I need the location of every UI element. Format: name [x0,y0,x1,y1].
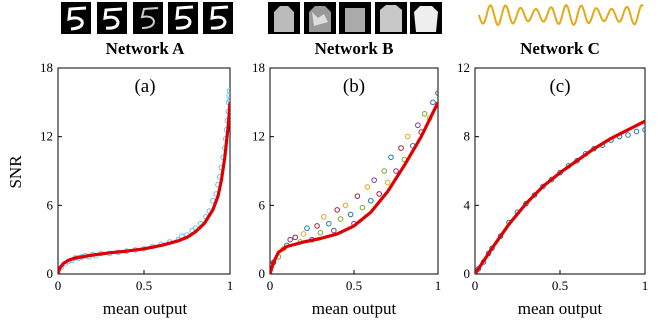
panel-b-point [398,145,404,151]
panel-b-point [342,202,349,209]
panel-b-xtick-label: 0 [267,278,274,293]
panel-b-point [359,204,366,211]
panel-b-ytick-label: 18 [252,60,265,75]
panel-c-point [633,128,640,135]
y-axis-label: SNR [6,155,25,189]
panel-b-point [388,154,394,161]
panel-c-xtick-label: 0 [472,278,479,293]
panel-a-xtick-label: 0.5 [136,278,152,293]
panel-b-point [317,230,324,236]
panel-b-fit-line [270,101,438,274]
panel-b-point [430,99,436,106]
panel-b-point [326,220,332,227]
panel-b-point [368,197,374,204]
panel-c-xtick-label: 1 [642,278,649,293]
panel-b-point [337,216,344,222]
panel-a-label: (a) [134,76,155,97]
digit-thumbnails [61,2,233,34]
panel-b-point [304,225,310,232]
panel-a-xlabel: mean output [103,299,188,318]
panel-b-point [331,227,337,234]
panel-c-point [642,127,645,133]
panel-b-xtick-label: 0.5 [346,278,362,293]
panel-a-point [226,92,230,99]
panel-b-point [381,168,388,174]
panel-b-point [393,168,399,174]
panel-b-point [384,179,391,186]
panel-b-point [404,133,411,140]
panel-c-fit-line [475,119,645,274]
panel-a-point [226,88,230,94]
panel-b-point [292,234,299,241]
panel-a-data [58,88,230,274]
panel-b-point [421,110,428,117]
panel-b-ytick-label: 6 [259,197,266,212]
panel-b-point [347,211,354,218]
panel-c-title: Network C [520,39,600,58]
panel-b-xtick-label: 1 [435,278,442,293]
panel-a-ytick-label: 0 [47,266,54,281]
panel-c-xlabel: mean output [518,299,603,318]
panel-b-point [354,193,361,199]
panel-b-point [376,191,383,197]
panel-b-point [415,122,421,129]
clothing-thumbnails [268,2,442,34]
panel-a-fit-line [58,102,230,274]
waveform-thumbnail [478,3,644,27]
panel-a-ytick-label: 18 [40,60,53,75]
panel-a-frame [57,67,231,275]
panel-a-ytick-label: 12 [40,129,53,144]
panel-c-data [475,119,645,274]
panel-b-point [435,90,438,96]
panel-c-ytick-label: 8 [464,129,471,144]
panel-c-label: (c) [549,76,570,97]
panel-b-point [334,207,341,213]
panel-c-ytick-label: 12 [457,60,470,75]
panel-c-point [625,132,631,138]
panel-b-point [287,236,293,243]
panel-a-xtick-label: 0 [55,278,62,293]
panel-a-xtick-label: 1 [227,278,234,293]
panel-b-xlabel: mean output [312,299,397,318]
panel-b-label: (b) [343,76,365,97]
panel-c-ytick-label: 4 [464,197,471,212]
panel-b-point [320,213,327,220]
panel-a-title: Network A [106,39,186,58]
panel-c-ytick-label: 0 [464,266,471,281]
panel-b-title: Network B [315,39,394,58]
panel-b-ytick-label: 0 [259,266,266,281]
panel-b-point [300,231,307,237]
panel-b-ytick-label: 12 [252,129,265,144]
panel-b-point [371,177,377,183]
panel-b-data [270,90,438,274]
panel-b-point [314,223,320,229]
panel-b-point [364,184,371,190]
panel-a-ytick-label: 6 [47,197,54,212]
panel-c-xtick-label: 0.5 [552,278,568,293]
